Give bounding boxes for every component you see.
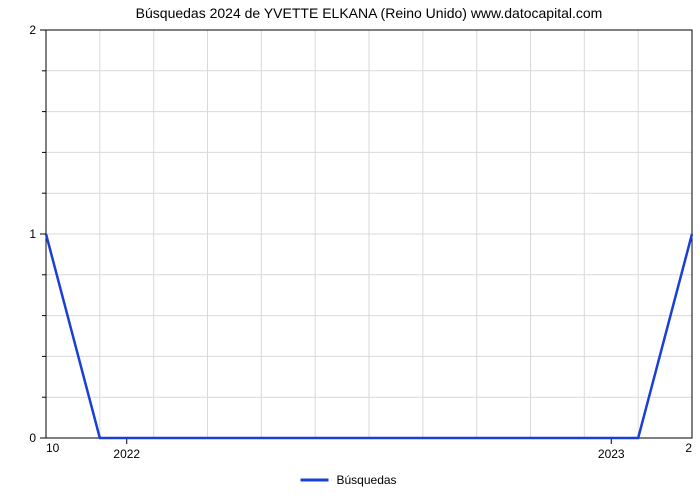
x-right-label: 2 [685, 441, 692, 455]
chart-container: Búsquedas 2024 de YVETTE ELKANA (Reino U… [0, 0, 700, 500]
x-tick-label: 2023 [598, 447, 625, 461]
chart-title: Búsquedas 2024 de YVETTE ELKANA (Reino U… [136, 5, 603, 21]
x-tick-label: 2022 [113, 447, 140, 461]
y-tick-label: 2 [29, 23, 36, 37]
y-tick-label: 1 [29, 227, 36, 241]
y-tick-label: 0 [29, 431, 36, 445]
x-left-label: 10 [46, 441, 60, 455]
line-chart: Búsquedas 2024 de YVETTE ELKANA (Reino U… [0, 0, 700, 500]
legend-label: Búsquedas [337, 473, 397, 487]
